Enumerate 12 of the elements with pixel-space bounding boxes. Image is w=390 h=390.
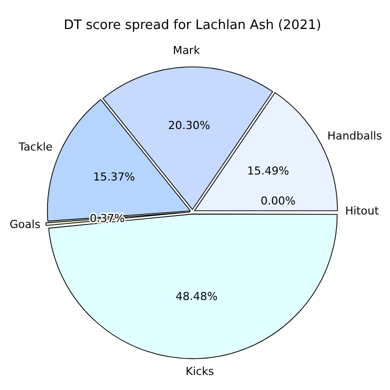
slice-label: Kicks [186,365,214,378]
chart-title: DT score spread for Lachlan Ash (2021) [64,18,322,34]
slice-label: Handballs [327,130,382,143]
slice-label: Tackle [18,140,53,154]
slice-label: Goals [10,218,41,232]
slice-label: Mark [172,44,201,58]
data-label: 15.49% [247,164,290,178]
data-label: 20.30% [168,119,210,132]
text: 0.00% [260,194,296,208]
data-label: 48.48% [176,290,218,304]
category-label: Hitout [345,204,379,218]
data-label: 15.37% [93,170,136,184]
